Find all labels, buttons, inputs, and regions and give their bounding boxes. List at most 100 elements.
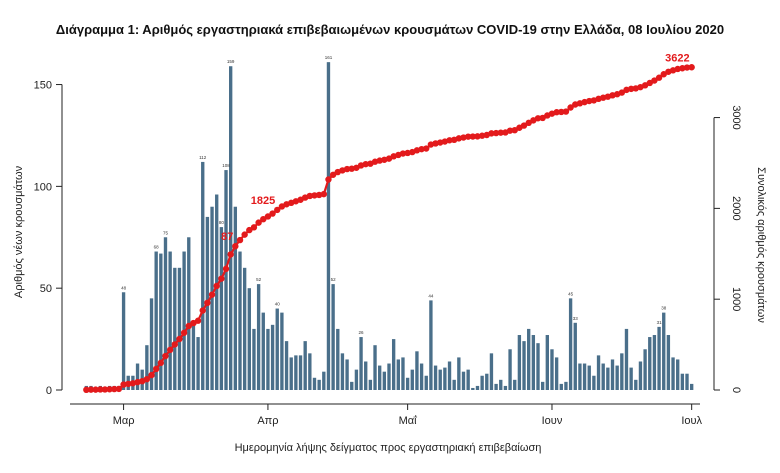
cumulative-point — [166, 346, 174, 354]
cumulative-point — [343, 165, 351, 173]
bar — [494, 383, 498, 390]
bar — [368, 379, 373, 390]
cumulative-point — [506, 127, 514, 134]
x-tick-label: Ιουλ — [681, 415, 702, 427]
cumulative-point — [558, 108, 565, 116]
cumulative-point — [688, 64, 695, 71]
bar — [135, 363, 140, 390]
cumulative-point — [474, 133, 481, 140]
cumulative-point — [567, 104, 574, 111]
cumulative-point — [553, 109, 560, 116]
cumulative-point — [651, 77, 658, 84]
cumulative-point — [204, 299, 211, 307]
bar — [261, 312, 265, 390]
bar — [461, 371, 466, 390]
bar — [662, 312, 666, 390]
cumulative-point — [125, 380, 132, 388]
bar — [531, 335, 536, 390]
cumulative-point — [325, 176, 332, 183]
bar — [256, 284, 261, 390]
cumulative-point — [306, 192, 314, 200]
cumulative-point — [185, 322, 192, 330]
bar — [499, 379, 503, 390]
bar — [345, 359, 349, 390]
bar — [457, 357, 461, 390]
cumulative-point — [115, 385, 123, 393]
cumulative-point — [199, 307, 206, 314]
bar — [410, 369, 414, 390]
bar — [242, 267, 247, 390]
bar-value-label: 33 — [573, 316, 579, 321]
y-right-tick-label: 1000 — [730, 287, 742, 311]
bar — [284, 341, 289, 390]
cumulative-point — [264, 213, 272, 220]
cumulative-point — [469, 133, 477, 140]
cumulative-point — [213, 282, 220, 290]
cumulative-point — [586, 97, 593, 105]
cumulative-line-layer: 87 1825 3622 — [83, 52, 695, 394]
x-tick-label: Μαρ — [113, 415, 135, 427]
bar-value-label: 80 — [219, 220, 225, 225]
bar — [336, 328, 340, 390]
bar — [145, 345, 149, 390]
y-left-tick-label: 100 — [34, 181, 52, 193]
cumulative-point — [171, 341, 179, 348]
bar — [568, 298, 573, 390]
bar — [275, 308, 279, 390]
bar-value-label: 161 — [325, 55, 333, 60]
chart-title: Διάγραμμα 1: Αριθμός εργαστηριακά επιβεβ… — [55, 22, 725, 37]
bar — [522, 341, 526, 390]
cumulative-point — [655, 74, 663, 81]
bar — [685, 373, 689, 390]
bar — [326, 62, 331, 391]
cumulative-point — [246, 226, 253, 234]
bar — [573, 322, 577, 390]
bar — [620, 353, 624, 390]
cumulative-point — [520, 122, 528, 129]
cumulative-point — [227, 251, 234, 258]
bar — [270, 324, 275, 390]
bars-layer: 48 68 75 112 80 108 159 52 40 161 52 26 44 45 33 31 38 — [84, 55, 694, 391]
bar — [373, 345, 377, 390]
cumulative-point — [152, 365, 160, 373]
bar — [415, 351, 419, 390]
bar — [405, 377, 410, 390]
cumulative-point — [101, 386, 109, 393]
bar — [554, 357, 559, 390]
cumulative-point — [236, 236, 244, 244]
cumulative-point — [488, 130, 495, 137]
bar — [433, 365, 438, 390]
bar-value-label: 108 — [222, 163, 230, 168]
y-axis-right-label: Συνολικός αριθμός κρουσμάτων — [755, 167, 767, 323]
bar — [601, 363, 605, 390]
cumulative-point — [120, 381, 127, 388]
bar — [294, 355, 298, 390]
bar — [159, 253, 163, 390]
y-right-tick-label: 3000 — [730, 105, 742, 129]
bar — [578, 363, 582, 390]
bar — [527, 328, 531, 390]
bar — [466, 369, 470, 390]
bar-value-label: 44 — [428, 293, 434, 298]
bar — [536, 343, 540, 390]
cumulative-point — [269, 210, 276, 217]
bar — [508, 349, 512, 390]
y-left-tick-label: 0 — [46, 385, 52, 397]
cumulative-point — [157, 359, 165, 367]
bar — [163, 237, 168, 390]
bar — [317, 379, 321, 390]
bar-value-label: 45 — [568, 291, 574, 296]
bar — [489, 353, 494, 390]
cumulative-point — [218, 275, 225, 282]
bar — [610, 359, 615, 390]
cumulative-point — [683, 64, 691, 71]
cumulative-point — [87, 386, 95, 393]
cumulative-point — [423, 145, 430, 152]
bar — [312, 377, 317, 390]
bar — [443, 367, 447, 390]
bar — [480, 375, 484, 390]
bar — [396, 359, 400, 390]
bar — [652, 335, 657, 390]
